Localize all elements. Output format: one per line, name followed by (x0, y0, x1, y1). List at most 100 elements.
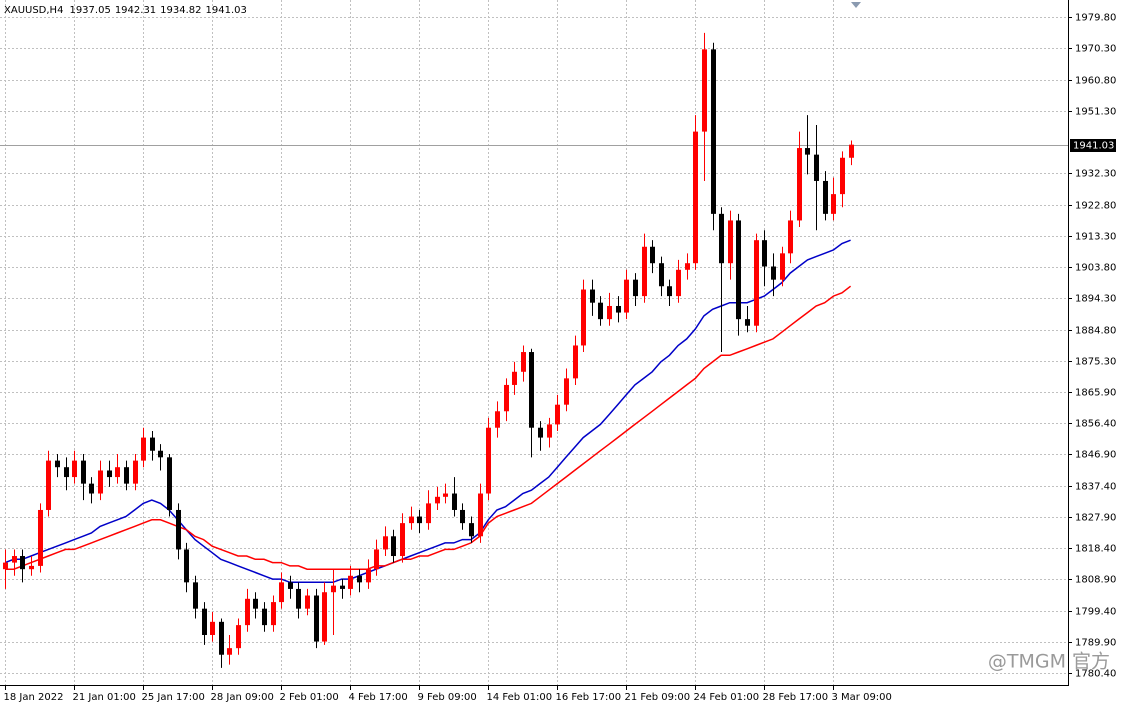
candle-body (193, 582, 198, 609)
candle-body (219, 621, 224, 655)
x-tick-label: 21 Jan 01:00 (73, 692, 136, 703)
candle-body (573, 345, 578, 379)
candle-body (296, 588, 301, 609)
candle-body (624, 279, 629, 313)
x-tick-label: 2 Feb 01:00 (280, 692, 339, 703)
close: 1941.03 (206, 5, 247, 16)
candle-body (426, 503, 431, 524)
candle-body (797, 148, 802, 221)
y-tick-label: 1960.80 (1075, 76, 1116, 87)
y-tick-label: 1884.80 (1075, 326, 1116, 337)
x-tick-label: 21 Feb 09:00 (625, 692, 691, 703)
candles (3, 32, 854, 668)
y-tick-label: 1780.40 (1075, 669, 1116, 680)
candle-body (322, 592, 327, 642)
candle-body (607, 305, 612, 320)
candle-body (676, 269, 681, 297)
candle-body (581, 289, 586, 346)
x-tick-label: 28 Jan 09:00 (211, 692, 274, 703)
x-tick-label: 28 Feb 17:00 (763, 692, 829, 703)
y-tick-label: 1856.40 (1075, 419, 1116, 430)
current-price-box (1070, 139, 1116, 152)
candle-body (736, 220, 741, 320)
candle-body (745, 319, 750, 326)
x-tick-label: 16 Feb 17:00 (556, 692, 622, 703)
candle-body (728, 220, 733, 264)
candle-body (288, 582, 293, 589)
candle-body (478, 493, 483, 537)
high: 1942.31 (115, 5, 156, 16)
candle-body (823, 180, 828, 214)
candle-body (486, 427, 491, 494)
candle-body (754, 240, 759, 326)
y-tick-label: 1827.90 (1075, 513, 1116, 524)
shift-marker (851, 2, 861, 8)
y-tick-label: 1865.90 (1075, 388, 1116, 399)
y-tick-label: 1970.30 (1075, 44, 1116, 55)
x-tick-label: 9 Feb 09:00 (418, 692, 477, 703)
y-tick-label: 1951.30 (1075, 107, 1116, 118)
candle-body (279, 582, 284, 603)
y-tick-label: 1808.90 (1075, 575, 1116, 586)
candle-body (46, 460, 51, 510)
candle-body (702, 49, 707, 132)
x-tick-label: 4 Feb 17:00 (349, 692, 408, 703)
candle-body (840, 157, 845, 195)
candle-body (64, 467, 69, 478)
candle-body (771, 266, 776, 280)
candle-body (659, 263, 664, 287)
candle-body (374, 549, 379, 570)
current-price-label: 1941.03 (1073, 141, 1114, 152)
candle-body (236, 625, 241, 649)
candle-body (564, 378, 569, 405)
candle-body (98, 470, 103, 494)
candle-body (107, 470, 112, 478)
y-tick-label: 1913.30 (1075, 232, 1116, 243)
y-tick-label: 1979.80 (1075, 13, 1116, 24)
candle-body (158, 450, 163, 458)
candle-body (305, 595, 310, 609)
candle-body (633, 279, 638, 297)
candle-body (650, 246, 655, 264)
chart-header: XAUUSD,H4 1937.05 1942.31 1934.82 1941.03 (4, 5, 247, 16)
candle-body (452, 493, 457, 510)
x-tick-label: 18 Jan 2022 (4, 692, 64, 703)
candle-body (227, 648, 232, 655)
open: 1937.05 (69, 5, 110, 16)
candle-body (262, 608, 267, 626)
symbol: XAUUSD,H4 (4, 5, 63, 16)
candle-body (435, 496, 440, 504)
low: 1934.82 (160, 5, 201, 16)
candle-body (29, 565, 34, 570)
y-tick-label: 1789.90 (1075, 638, 1116, 649)
candle-body (331, 585, 336, 593)
x-tick-label: 3 Mar 09:00 (832, 692, 892, 703)
candle-body (72, 460, 77, 478)
candle-body (391, 536, 396, 557)
candle-body (150, 437, 155, 451)
candle-body (762, 240, 767, 267)
candle-body (667, 286, 672, 297)
candle-body (3, 562, 8, 570)
candle-body (20, 556, 25, 570)
candle-body (598, 302, 603, 320)
candle-body (590, 289, 595, 303)
candle-body (780, 253, 785, 280)
candle-body (460, 509, 465, 524)
candle-body (314, 595, 319, 642)
candle-body (529, 352, 534, 428)
candle-body (383, 536, 388, 550)
candle-body (124, 467, 129, 484)
candle-body (538, 427, 543, 438)
candle-body (409, 516, 414, 524)
candle-body (685, 263, 690, 270)
candle-body (719, 213, 724, 264)
candle-body (81, 460, 86, 484)
candle-body (271, 602, 276, 626)
x-tick-label: 14 Feb 01:00 (487, 692, 553, 703)
candle-body (348, 575, 353, 589)
candle-body (141, 437, 146, 461)
candle-body (805, 148, 810, 155)
